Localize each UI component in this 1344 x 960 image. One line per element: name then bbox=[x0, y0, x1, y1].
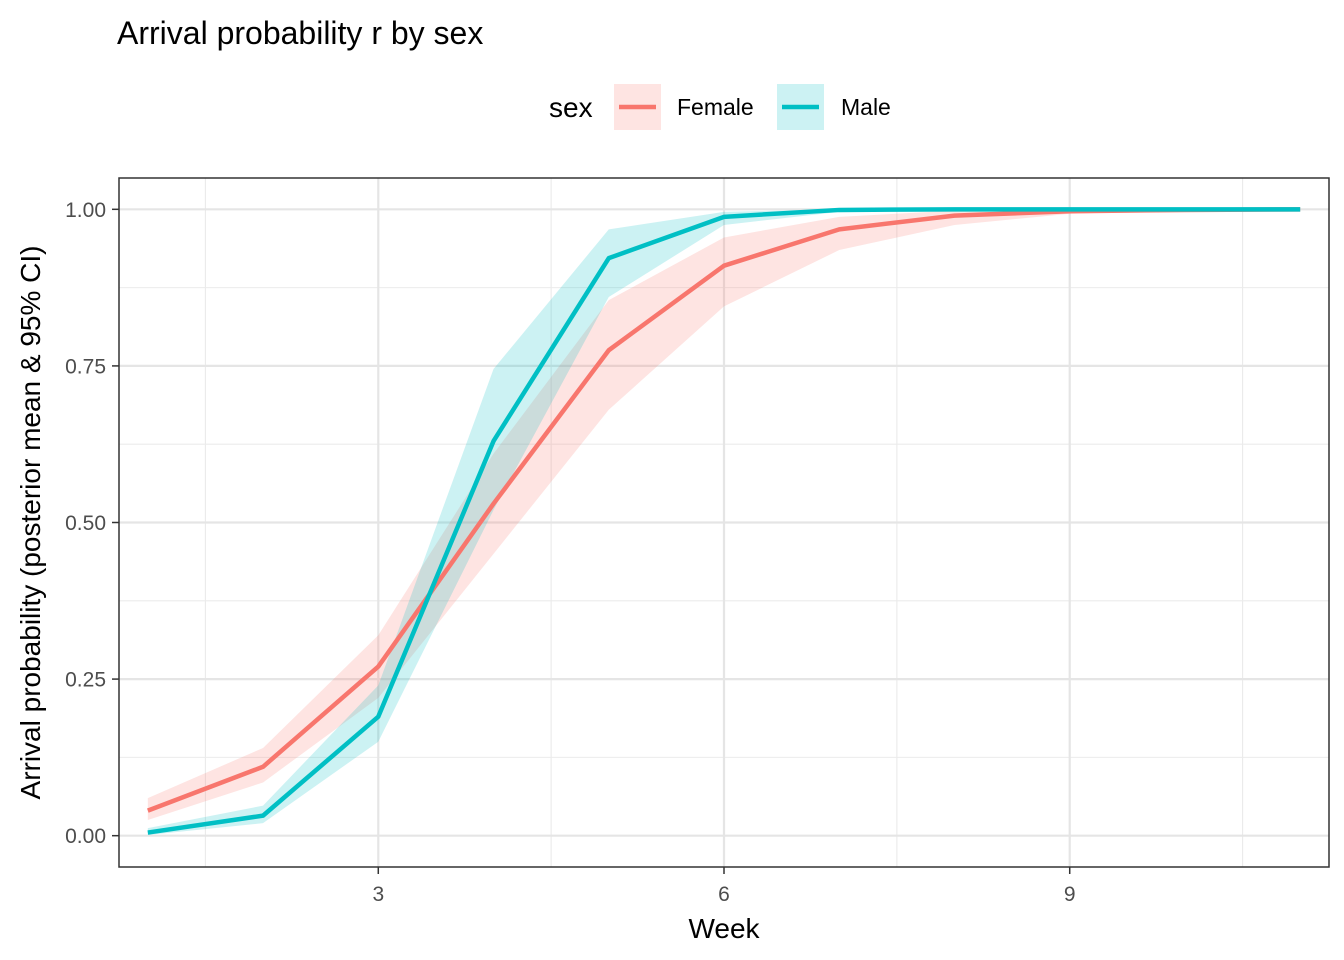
x-tick-label: 9 bbox=[1064, 883, 1076, 906]
x-tick-label: 3 bbox=[372, 883, 384, 906]
grid-major bbox=[119, 178, 1329, 867]
legend-label: Female bbox=[677, 94, 754, 120]
ribbons bbox=[147, 209, 1301, 836]
legend-item-male: Male bbox=[777, 84, 891, 130]
series-lines bbox=[147, 207, 1301, 835]
x-tick-label: 6 bbox=[718, 883, 730, 906]
y-tick-label: 0.25 bbox=[65, 669, 106, 692]
x-axis-title: Week bbox=[688, 913, 760, 944]
chart-title: Arrival probability r by sex bbox=[117, 15, 483, 51]
ci-ribbon-female bbox=[147, 209, 1301, 821]
x-axis: 3 6 9 bbox=[372, 867, 1076, 906]
series-line-male bbox=[147, 207, 1301, 835]
plot-panel bbox=[118, 177, 1330, 868]
legend-title: sex bbox=[549, 92, 593, 123]
y-tick-label: 1.00 bbox=[65, 199, 106, 222]
legend-label: Male bbox=[841, 94, 891, 120]
y-tick-label: 0.75 bbox=[65, 355, 106, 378]
y-tick-label: 0.00 bbox=[65, 825, 106, 848]
legend-item-female: Female bbox=[614, 84, 754, 130]
y-tick-label: 0.50 bbox=[65, 512, 106, 535]
y-axis-title: Arrival probability (posterior mean & 95… bbox=[15, 246, 46, 800]
legend: sex Female Male bbox=[549, 84, 891, 130]
y-axis: 0.00 0.25 0.50 0.75 1.00 bbox=[65, 199, 119, 848]
